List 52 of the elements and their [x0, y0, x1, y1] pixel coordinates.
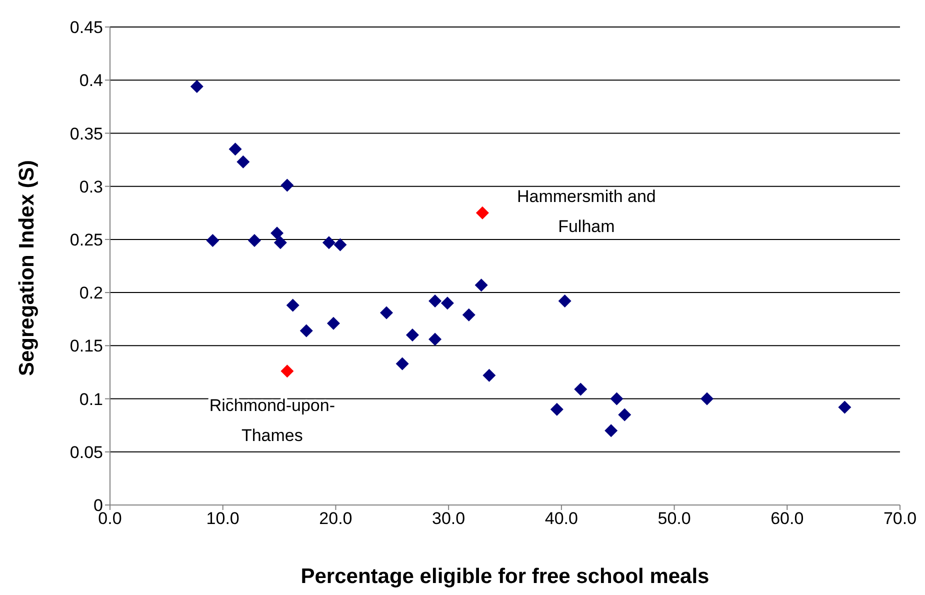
point	[248, 234, 261, 248]
point	[462, 308, 476, 322]
point	[474, 278, 488, 292]
y-tick-label: 0.2	[79, 284, 103, 303]
point	[610, 392, 624, 406]
point	[274, 236, 287, 250]
point	[482, 368, 496, 382]
point	[334, 238, 347, 252]
point	[476, 206, 489, 220]
y-tick-label: 0.3	[79, 177, 103, 196]
point	[700, 392, 714, 406]
annotation: Richmond-upon-Thames	[209, 396, 336, 446]
point	[228, 142, 242, 156]
point	[550, 402, 564, 416]
point	[838, 400, 852, 414]
y-tick-label: 0.15	[70, 336, 103, 356]
point	[396, 357, 409, 370]
point	[270, 226, 284, 240]
point	[322, 236, 336, 250]
point	[280, 364, 294, 378]
x-tick-label: 30.0	[432, 509, 466, 528]
point	[300, 324, 313, 338]
y-tick-label: 0.4	[79, 71, 103, 90]
x-tick-label: 20.0	[319, 509, 352, 528]
point	[190, 80, 204, 93]
point	[574, 382, 588, 396]
y-tick-label: 0.1	[79, 390, 103, 409]
point	[326, 316, 340, 330]
y-tick-label: 0.05	[70, 442, 103, 462]
y-axis-title: Segregation Index (S)	[15, 160, 38, 376]
y-tick-label: 0.35	[70, 124, 103, 144]
annotation: Hammersmith and Fulham	[516, 186, 656, 236]
point	[236, 155, 250, 168]
point	[286, 298, 300, 312]
x-tick-label: 60.0	[770, 509, 804, 528]
point	[428, 294, 442, 308]
point	[206, 234, 220, 248]
point	[558, 294, 572, 308]
point	[440, 296, 454, 310]
y-tick-label: 0.45	[70, 18, 103, 38]
x-tick-label: 10.0	[206, 509, 240, 528]
point	[380, 306, 393, 320]
x-tick-label: 50.0	[658, 509, 691, 528]
x-tick-label: 40.0	[544, 509, 578, 528]
x-tick-label: 70.0	[883, 509, 917, 528]
x-axis-title: Percentage eligible for free school meals	[300, 565, 710, 588]
point	[618, 408, 632, 422]
point	[406, 328, 419, 342]
point	[280, 178, 294, 192]
y-tick-label: 0.25	[70, 230, 103, 250]
point	[428, 332, 442, 346]
point	[604, 424, 618, 438]
